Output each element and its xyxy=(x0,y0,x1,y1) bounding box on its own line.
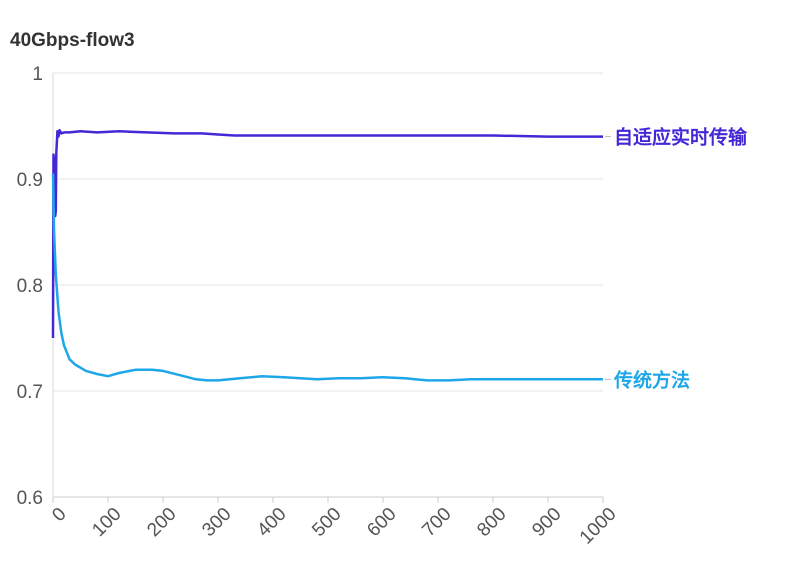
x-tick-label: 300 xyxy=(198,504,235,541)
x-tick-label: 700 xyxy=(418,504,455,541)
x-tick-label: 0 xyxy=(48,504,70,526)
y-tick-label: 0.8 xyxy=(17,276,43,297)
series-label-0: 自适应实时传输 xyxy=(614,126,748,149)
chart-title: 40Gbps-flow3 xyxy=(10,30,135,51)
x-tick-label: 100 xyxy=(88,504,125,541)
series-line-1 xyxy=(51,173,603,382)
x-tick-label: 900 xyxy=(528,504,565,541)
x-tick-label: 200 xyxy=(143,504,180,541)
x-tick-label: 1000 xyxy=(576,504,621,549)
series-line-0 xyxy=(51,128,603,339)
y-tick-label: 0.7 xyxy=(17,382,43,403)
x-tick-label: 400 xyxy=(253,504,290,541)
y-tick-label: 0.6 xyxy=(17,488,43,509)
x-tick-label: 600 xyxy=(363,504,400,541)
series-label-1: 传统方法 xyxy=(613,368,690,391)
x-tick-label: 500 xyxy=(308,504,345,541)
y-tick-label: 0.9 xyxy=(17,170,43,191)
x-tick-label: 800 xyxy=(473,504,510,541)
y-tick-label: 1 xyxy=(32,64,43,85)
